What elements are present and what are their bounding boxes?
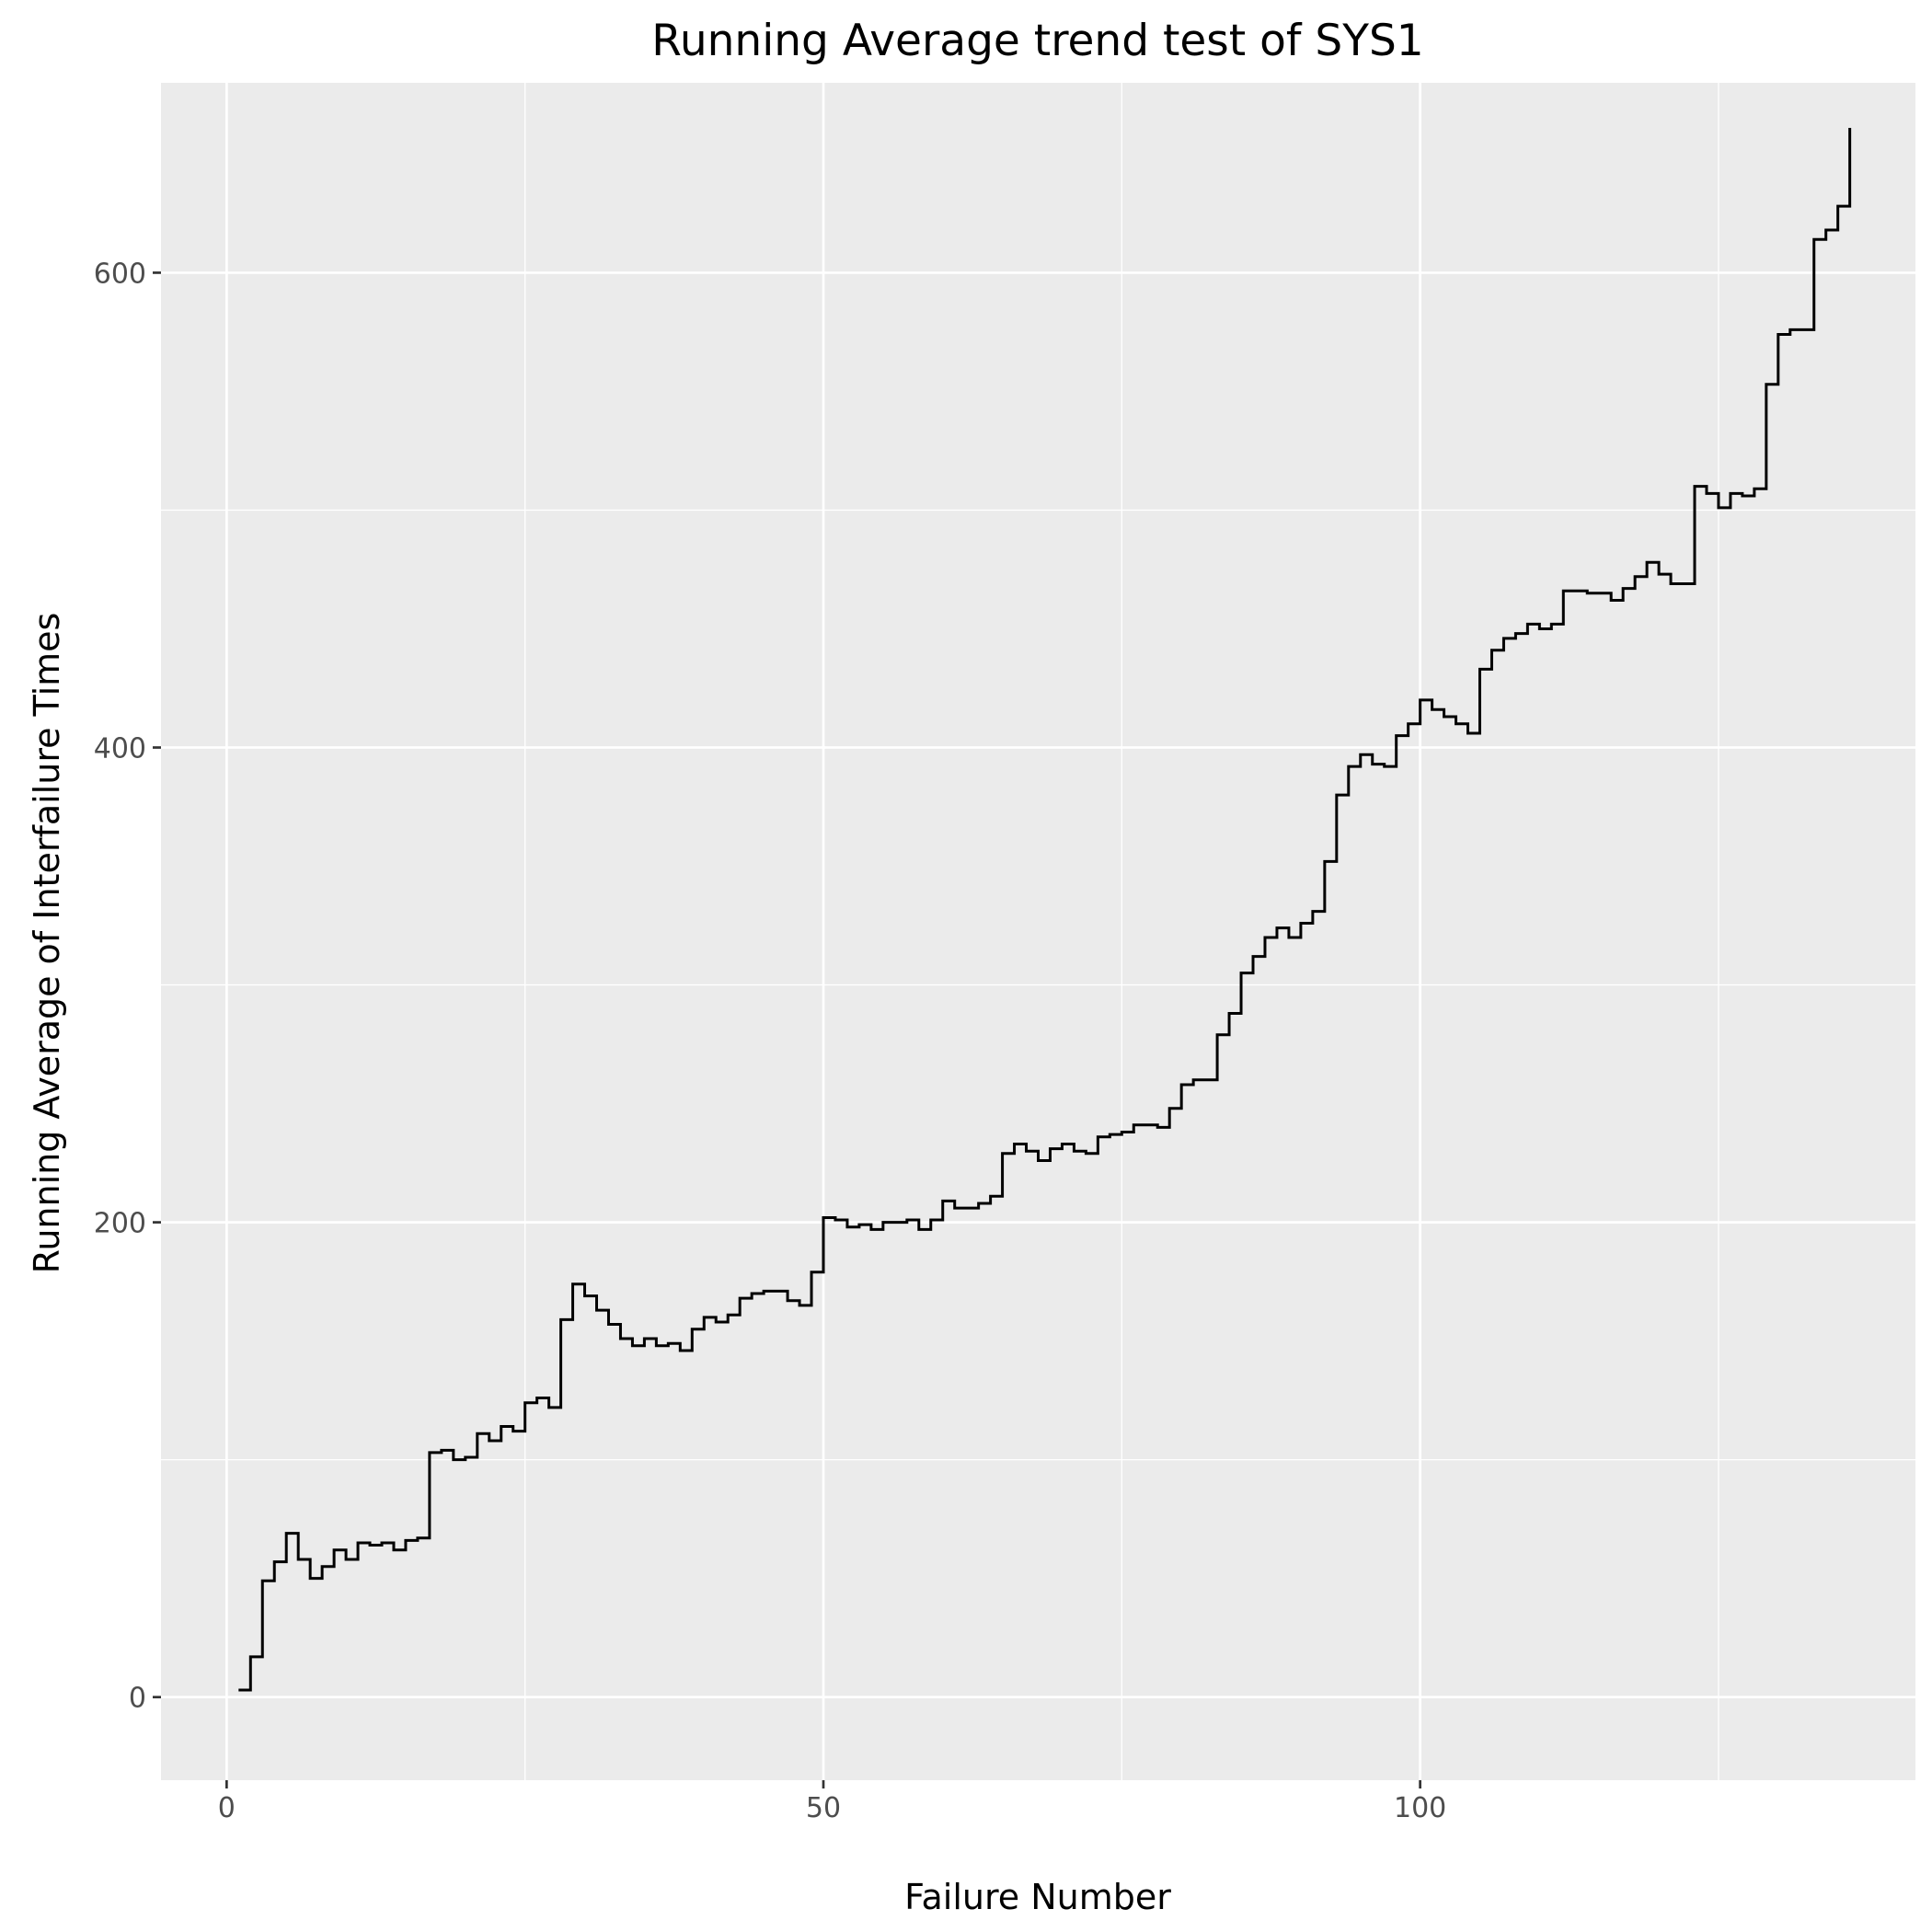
series-step-line <box>238 128 1852 1692</box>
x-axis-title: Failure Number <box>904 1877 1171 1917</box>
axis-layer: 0 50 100 0 200 400 600 <box>94 258 1447 1824</box>
y-tick-label: 600 <box>94 258 146 290</box>
plot-panel <box>161 83 1915 1780</box>
y-axis-title: Running Average of Interfailure Times <box>27 613 67 1274</box>
chart-title: Running Average trend test of SYS1 <box>651 16 1423 66</box>
series-layer <box>238 128 1852 1692</box>
grid-layer <box>161 83 1915 1780</box>
x-tick-label: 50 <box>806 1792 841 1824</box>
x-tick-label: 100 <box>1394 1792 1446 1824</box>
x-tick-label: 0 <box>218 1792 236 1824</box>
y-tick-label: 200 <box>94 1208 146 1240</box>
y-tick-label: 400 <box>94 733 146 765</box>
y-tick-label: 0 <box>129 1683 146 1715</box>
